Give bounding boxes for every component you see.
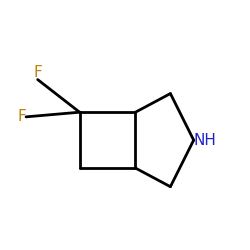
Text: F: F [33, 64, 42, 80]
Text: F: F [17, 109, 26, 124]
Text: NH: NH [194, 133, 216, 148]
